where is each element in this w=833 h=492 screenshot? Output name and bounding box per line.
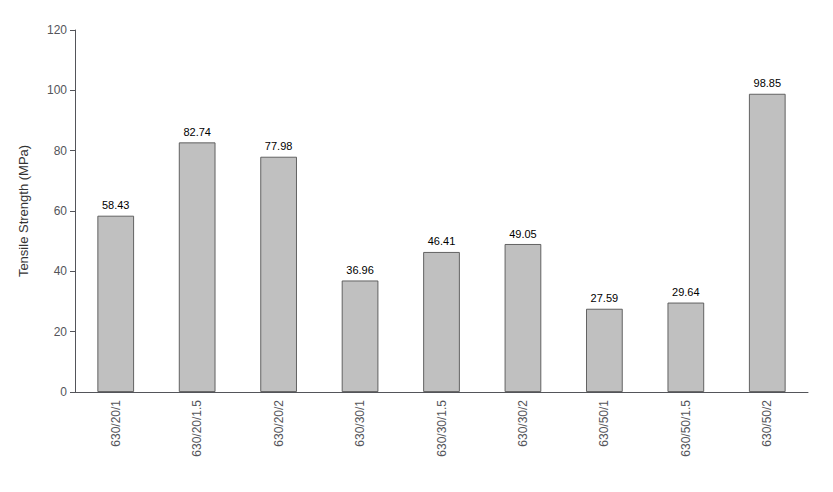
svg-text:58.43: 58.43	[102, 199, 130, 211]
svg-text:36.96: 36.96	[346, 264, 374, 276]
svg-text:27.59: 27.59	[591, 292, 619, 304]
svg-text:630/30/1.5: 630/30/1.5	[435, 400, 449, 457]
svg-text:82.74: 82.74	[183, 126, 211, 138]
svg-text:80: 80	[54, 144, 68, 158]
svg-text:98.85: 98.85	[754, 77, 782, 89]
svg-text:60: 60	[54, 204, 68, 218]
svg-text:120: 120	[47, 23, 67, 37]
svg-text:630/30/1: 630/30/1	[353, 400, 367, 447]
svg-text:40: 40	[54, 264, 68, 278]
svg-text:630/20/1: 630/20/1	[109, 400, 123, 447]
svg-text:Tensile Strength (MPa): Tensile Strength (MPa)	[16, 145, 31, 277]
svg-text:100: 100	[47, 83, 67, 97]
svg-text:630/50/1: 630/50/1	[597, 400, 611, 447]
svg-text:0: 0	[60, 385, 67, 399]
svg-text:630/50/1.5: 630/50/1.5	[679, 400, 693, 457]
svg-text:630/20/2: 630/20/2	[272, 400, 286, 447]
svg-text:630/30/2: 630/30/2	[516, 400, 530, 447]
svg-text:630/20/1.5: 630/20/1.5	[190, 400, 204, 457]
svg-text:77.98: 77.98	[265, 140, 293, 152]
svg-text:20: 20	[54, 325, 68, 339]
svg-text:630/50/2: 630/50/2	[760, 400, 774, 447]
svg-text:49.05: 49.05	[509, 228, 537, 240]
svg-text:46.41: 46.41	[428, 235, 456, 247]
svg-text:29.64: 29.64	[672, 286, 700, 298]
